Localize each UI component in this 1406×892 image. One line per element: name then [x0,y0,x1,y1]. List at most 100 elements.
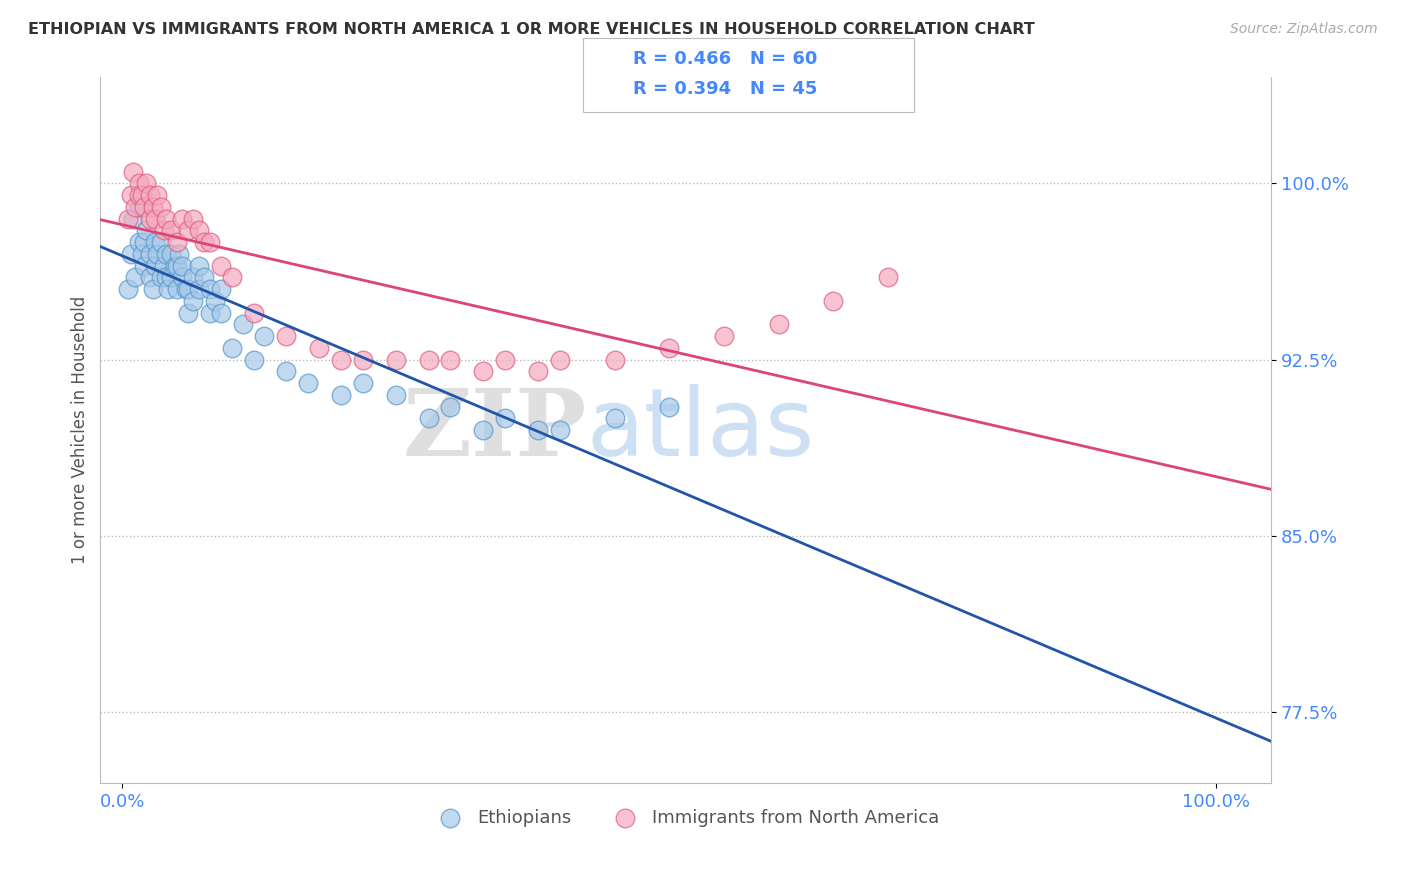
Point [193,270,215,285]
Point [166,282,188,296]
Point [163,259,186,273]
Point [134,235,156,249]
Point [823,293,845,308]
Point [330,352,353,367]
Point [384,388,406,402]
Point [204,293,226,308]
Point [658,341,681,355]
Point [183,293,205,308]
Point [187,223,209,237]
Point [439,352,461,367]
Point [209,259,232,273]
Point [155,247,177,261]
Text: ZIP: ZIP [402,385,586,475]
Point [221,270,243,285]
Point [187,259,209,273]
Point [209,305,232,319]
Point [187,282,209,296]
Text: ETHIOPIAN VS IMMIGRANTS FROM NORTH AMERICA 1 OR MORE VEHICLES IN HOUSEHOLD CORRE: ETHIOPIAN VS IMMIGRANTS FROM NORTH AMERI… [28,22,1035,37]
Point [143,235,166,249]
Point [352,352,374,367]
Point [177,282,200,296]
Point [167,247,190,261]
Point [221,341,243,355]
Point [128,176,150,190]
Point [135,176,157,190]
Point [198,282,221,296]
Text: R = 0.394   N = 45: R = 0.394 N = 45 [633,80,817,98]
Point [472,423,495,437]
Point [548,423,571,437]
Point [124,200,146,214]
Point [155,211,177,226]
Point [134,200,156,214]
Point [155,270,177,285]
Point [131,247,153,261]
Point [193,235,215,249]
Point [149,235,172,249]
Point [149,200,172,214]
Point [174,282,197,296]
Point [177,223,200,237]
Point [172,270,194,285]
Point [146,247,169,261]
Point [138,211,160,226]
Point [418,411,440,425]
Point [134,259,156,273]
Text: R = 0.466   N = 60: R = 0.466 N = 60 [633,50,817,68]
Point [160,270,183,285]
Point [253,329,276,343]
Point [166,259,188,273]
Point [149,270,172,285]
Point [276,364,298,378]
Point [603,411,626,425]
Point [138,188,160,202]
Point [160,247,183,261]
Point [352,376,374,391]
Point [135,223,157,237]
Point [232,318,254,332]
Point [877,270,900,285]
Point [124,270,146,285]
Point [183,211,205,226]
Point [128,235,150,249]
Point [142,200,165,214]
Point [439,400,461,414]
Point [128,200,150,214]
Point [172,211,194,226]
Point [128,188,150,202]
Point [166,235,188,249]
Point [276,329,298,343]
Y-axis label: 1 or more Vehicles in Household: 1 or more Vehicles in Household [72,296,89,565]
Point [120,188,142,202]
Point [138,247,160,261]
Point [242,352,264,367]
Point [146,188,169,202]
Point [548,352,571,367]
Point [308,341,330,355]
Point [122,211,145,226]
Point [183,270,205,285]
Point [117,211,139,226]
Point [143,259,166,273]
Point [330,388,353,402]
Legend: Ethiopians, Immigrants from North America: Ethiopians, Immigrants from North Americ… [425,802,946,834]
Point [157,282,180,296]
Text: atlas: atlas [586,384,814,476]
Point [603,352,626,367]
Point [472,364,495,378]
Point [297,376,319,391]
Point [418,352,440,367]
Point [120,247,142,261]
Point [160,223,183,237]
Point [177,305,200,319]
Point [658,400,681,414]
Point [153,223,176,237]
Point [142,282,165,296]
Point [143,211,166,226]
Point [527,423,550,437]
Point [122,164,145,178]
Point [713,329,735,343]
Point [172,259,194,273]
Point [198,305,221,319]
